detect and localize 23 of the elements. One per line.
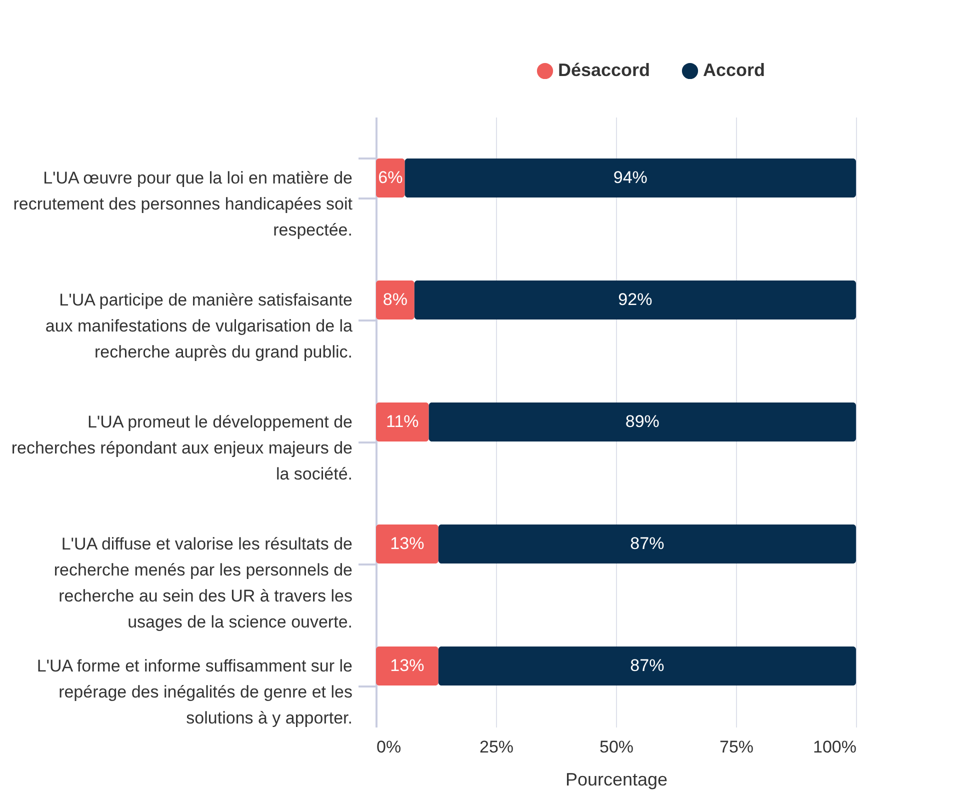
x-tick-label: 75% [719,738,754,756]
y-tick-label: L'UA diffuse et valorise les résultats de recherche menés par les personnels de recherche au sein des UR à travers les usages de la science ouverte. [54,534,352,632]
y-tick-label: L'UA œuvre pour que la loi en matière de recrutement des personnes handicapées soit respectée. [13,168,353,240]
data-label: 87% [630,656,664,675]
x-tick-label: 100% [813,738,856,756]
x-tick-label: 25% [479,738,514,756]
y-tick-label: L'UA participe de manière satisfaisante aux manifestations de vulgarisation de la recherche auprès du grand public. [45,290,354,362]
legend-label: Accord [703,60,766,80]
data-label: 92% [618,290,652,309]
legend-label: Désaccord [558,60,650,80]
x-tick-label: 50% [599,738,634,756]
y-tick-label: L'UA promeut le développement de recherches répondant aux enjeux majeurs de la société. [11,412,352,484]
data-label: 94% [613,168,648,187]
y-tick-label: L'UA forme et informe suffisamment sur le repérage des inégalités de genre et les solutions à y apporter. [36,656,352,728]
data-label: 13% [390,656,424,675]
data-label: 89% [625,412,660,431]
x-tick-label: 0% [376,738,402,756]
data-label: 13% [390,534,424,553]
x-axis-title: Pourcentage [565,770,668,790]
data-label: 11% [386,412,419,431]
data-label: 6% [378,168,403,187]
data-label: 8% [382,290,408,309]
data-label: 87% [630,534,664,553]
